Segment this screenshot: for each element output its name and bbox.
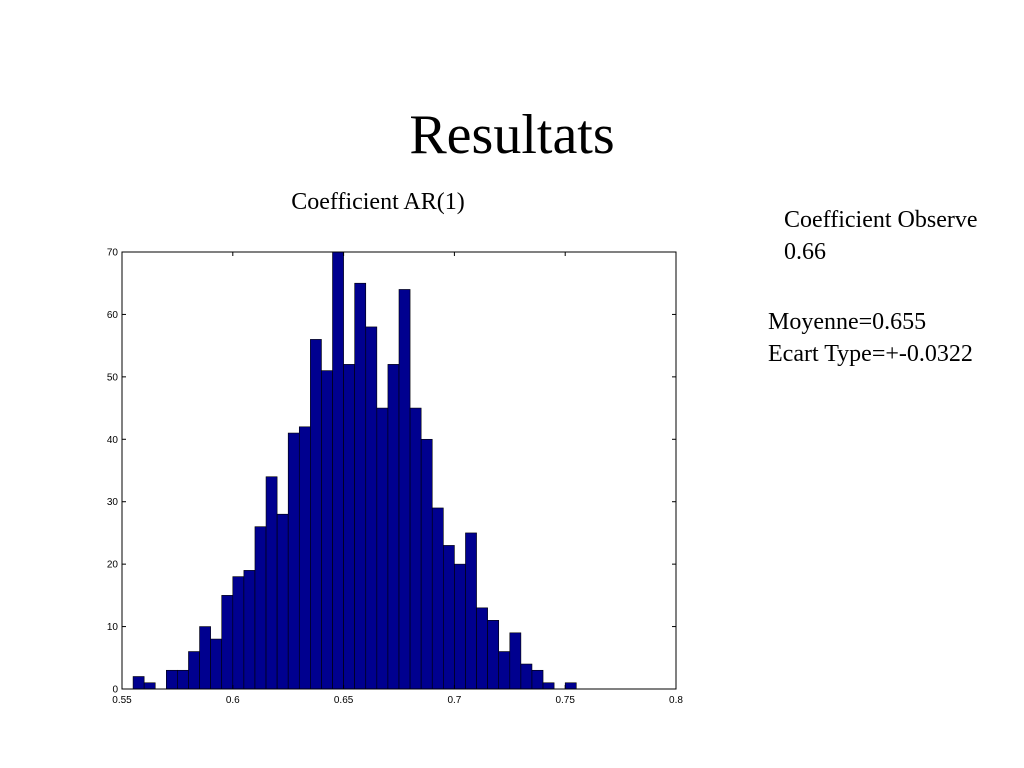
histogram-bar: [564, 682, 577, 690]
histogram-bar: [210, 638, 223, 690]
histogram-bar: [465, 532, 477, 690]
slide-title: Resultats: [409, 104, 615, 166]
histogram-bar: [287, 432, 300, 690]
x-tick-label: 0.75: [555, 695, 575, 706]
histogram-bar: [188, 651, 200, 690]
histogram-bar: [143, 682, 156, 690]
y-tick-label: 60: [107, 310, 119, 321]
x-tick-label: 0.55: [112, 695, 132, 706]
histogram-bar: [542, 682, 555, 690]
histogram-bar: [177, 669, 189, 690]
y-tick-label: 30: [107, 497, 119, 508]
observed-coefficient-label: Coefficient Observe: [784, 207, 978, 233]
histogram-bar: [310, 339, 322, 690]
chart-title: Coefficient AR(1): [291, 189, 465, 215]
std-value: Ecart Type=+-0.0322: [768, 341, 973, 367]
histogram-bar: [354, 282, 367, 690]
histogram-bar: [166, 669, 178, 690]
histogram-bar: [487, 620, 500, 690]
y-tick-label: 70: [107, 248, 119, 259]
ticks-layer: 0.55 0.6 0.65 0.7 0.75 0.8 0 10 20 30 40 50 60 70: [107, 248, 684, 707]
histogram-bar: [454, 563, 466, 690]
histogram-bar: [221, 595, 234, 690]
histogram-bar: [409, 407, 422, 690]
histogram-bar: [509, 632, 522, 690]
y-tick-label: 10: [107, 622, 119, 633]
histogram-bar: [232, 576, 245, 690]
y-tick-label: 0: [112, 685, 118, 696]
plot-frame: [121, 251, 677, 690]
statistics-block: Moyenne=0.655 Ecart Type=+-0.0322: [768, 306, 973, 370]
bars-layer: [132, 251, 577, 690]
histogram-bar: [376, 407, 389, 690]
histogram-bar: [321, 370, 333, 690]
histogram-bar: [343, 364, 355, 690]
histogram-bar: [431, 507, 444, 690]
histogram-bar: [420, 438, 433, 690]
histogram-bar: [132, 676, 145, 690]
x-tick-label: 0.7: [447, 695, 461, 706]
y-tick-label: 20: [107, 560, 119, 571]
histogram-bar: [243, 570, 256, 690]
x-tick-label: 0.65: [334, 695, 354, 706]
histogram-bar: [298, 426, 311, 690]
mean-value: Moyenne=0.655: [768, 309, 927, 335]
histogram-bar: [398, 289, 411, 690]
histogram-bar: [199, 626, 211, 690]
histogram-bar: [265, 476, 278, 690]
y-tick-label: 50: [107, 372, 119, 383]
observed-coefficient-value: 0.66: [784, 239, 826, 265]
x-tick-label: 0.6: [226, 695, 240, 706]
y-tick-label: 40: [107, 435, 119, 446]
observed-coefficient-block: Coefficient Observe 0.66: [784, 204, 978, 268]
histogram-bar: [365, 326, 378, 690]
histogram-bar: [476, 607, 488, 690]
histogram-bar: [332, 251, 344, 690]
x-tick-label: 0.8: [669, 695, 683, 706]
histogram-bar: [443, 545, 455, 690]
histogram-bar: [520, 663, 533, 690]
histogram-bar: [498, 651, 511, 690]
histogram-bar: [387, 364, 400, 690]
histogram-bar: [254, 526, 267, 690]
histogram-bar: [276, 513, 289, 690]
histogram-bar: [531, 669, 544, 690]
